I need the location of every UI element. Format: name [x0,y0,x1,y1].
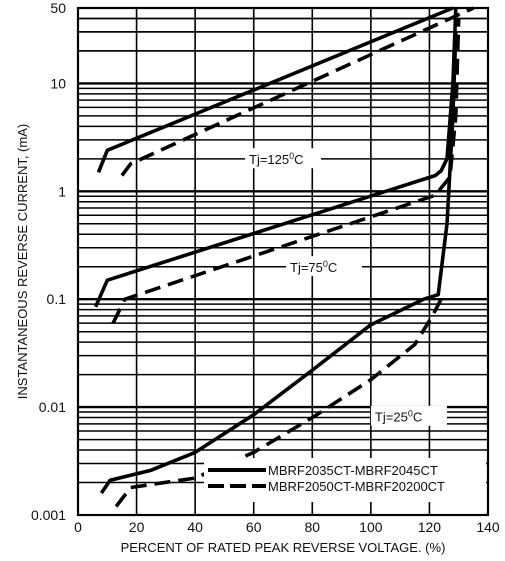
temperature-label-bg [370,405,447,426]
curve-tj-125-solid [96,6,454,173]
grid-layer [78,8,488,515]
temperature-label: Tj=250C [370,405,447,426]
legend-label: MBRF2050CT-MBRF20200CT [268,479,445,494]
x-tick-label: 120 [418,519,442,535]
x-tick-label: 140 [476,519,500,535]
temperature-label-text: Tj=250C [375,409,422,425]
curve-tj-25-dashed [114,298,443,508]
x-tick-label: 20 [129,519,145,535]
temperature-label-bg [245,148,321,169]
temperature-label-bg [286,256,362,277]
annotations-layer: Tj=1250C Tj=750C Tj=250C [245,148,447,426]
y-tick-label: 0.001 [31,507,66,523]
x-tick-label: 0 [74,519,82,535]
curve-tj-25-solid [99,31,458,495]
x-tick-label: 40 [187,519,203,535]
curve-tj-125-dashed [120,6,475,177]
legend: MBRF2035CT-MBRF2045CTMBRF2050CT-MBRF2020… [204,458,486,502]
x-axis-label: PERCENT OF RATED PEAK REVERSE VOLTAGE. (… [121,540,446,555]
plot-frame [76,6,490,517]
y-tick-label: 1 [58,183,66,199]
legend-label: MBRF2035CT-MBRF2045CT [268,463,438,478]
curve-tj-75-dashed [111,18,461,324]
y-tick-label: 0.1 [47,291,67,307]
y-axis-label: INSTANTANEOUS REVERSE CURRENT, (mA) [15,124,30,399]
tick-labels: 0 20 40 60 80 100 120 140 0.001 0.01 0.1 1 10 50 [31,0,500,535]
temperature-label: Tj=1250C [245,148,321,169]
legend-box [204,458,486,502]
temperature-label-text: Tj=1250C [249,151,304,167]
temperature-label: Tj=750C [286,256,362,277]
temperature-label-text: Tj=750C [290,259,337,275]
curves-layer [93,6,475,508]
y-tick-label: 0.01 [39,399,66,415]
y-tick-label: 50 [50,0,66,16]
x-tick-label: 60 [246,519,262,535]
y-tick-label: 10 [50,75,66,91]
x-tick-label: 100 [359,519,383,535]
x-tick-label: 80 [304,519,320,535]
